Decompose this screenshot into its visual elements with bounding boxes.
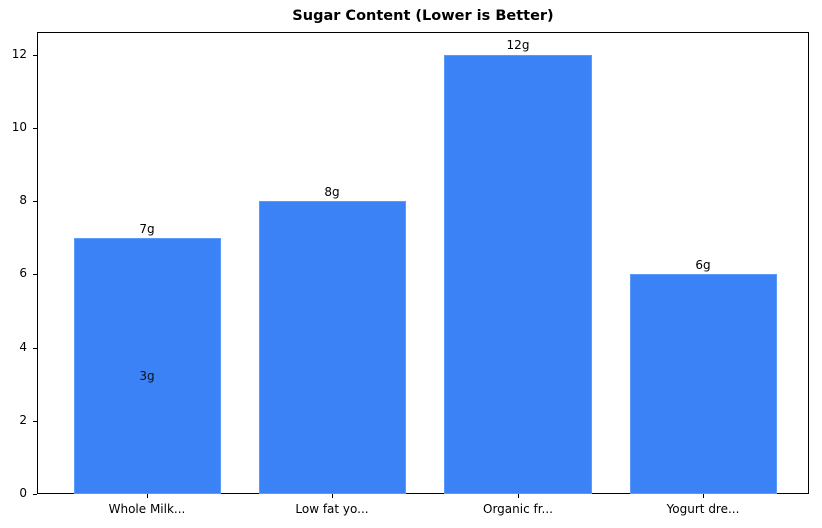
inner-annotation: 3g [139, 369, 155, 383]
bar-organic [444, 55, 592, 494]
bar-value-label: 8g [324, 185, 340, 199]
bar-value-label: 12g [506, 38, 530, 52]
bar-value-label: 6g [695, 258, 711, 272]
chart-title: Sugar Content (Lower is Better) [292, 8, 554, 24]
bar-value-label: 7g [139, 222, 155, 236]
bar-whole-milk [74, 238, 221, 494]
bar-yogurt-dressing [630, 274, 777, 494]
plot-area [37, 32, 809, 494]
bar-low-fat [259, 201, 406, 494]
